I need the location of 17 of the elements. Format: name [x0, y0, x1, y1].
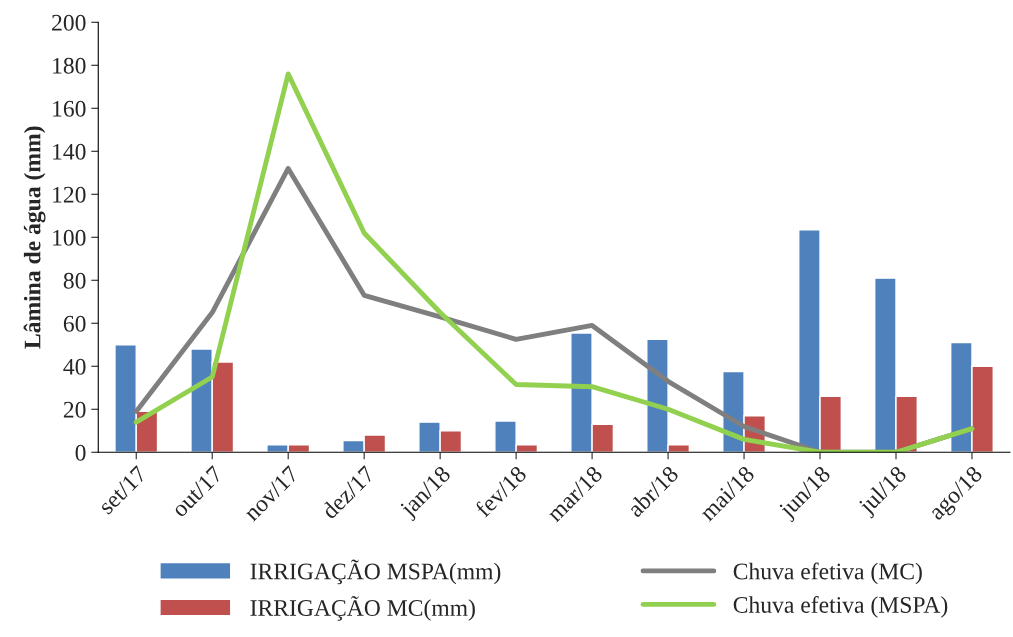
y-tick-label: 60	[63, 315, 86, 332]
y-axis-title: Lâmina de água (mm)	[23, 126, 46, 349]
legend-label: Chuva efetiva (MSPA)	[733, 596, 948, 618]
legend-label: IRRIGAÇÃO MSPA(mm)	[250, 559, 501, 585]
y-tick-label: 100	[53, 229, 86, 246]
y-tick-label: 20	[63, 401, 86, 418]
y-tick-label: 120	[53, 186, 86, 203]
y-tick-label: 80	[63, 272, 86, 289]
legend-label: Chuva efetiva (MC)	[733, 562, 922, 585]
y-tick-label: 180	[53, 57, 86, 74]
y-tick-label: 200	[52, 14, 86, 31]
y-tick-label: 140	[53, 143, 86, 160]
line-series	[133, 71, 975, 453]
legend-label: IRRIGAÇÃO MC(mm)	[250, 596, 475, 621]
y-tick-label: 0	[75, 444, 86, 461]
y-tick-label: 40	[63, 358, 86, 375]
y-tick-label: 160	[53, 100, 86, 117]
